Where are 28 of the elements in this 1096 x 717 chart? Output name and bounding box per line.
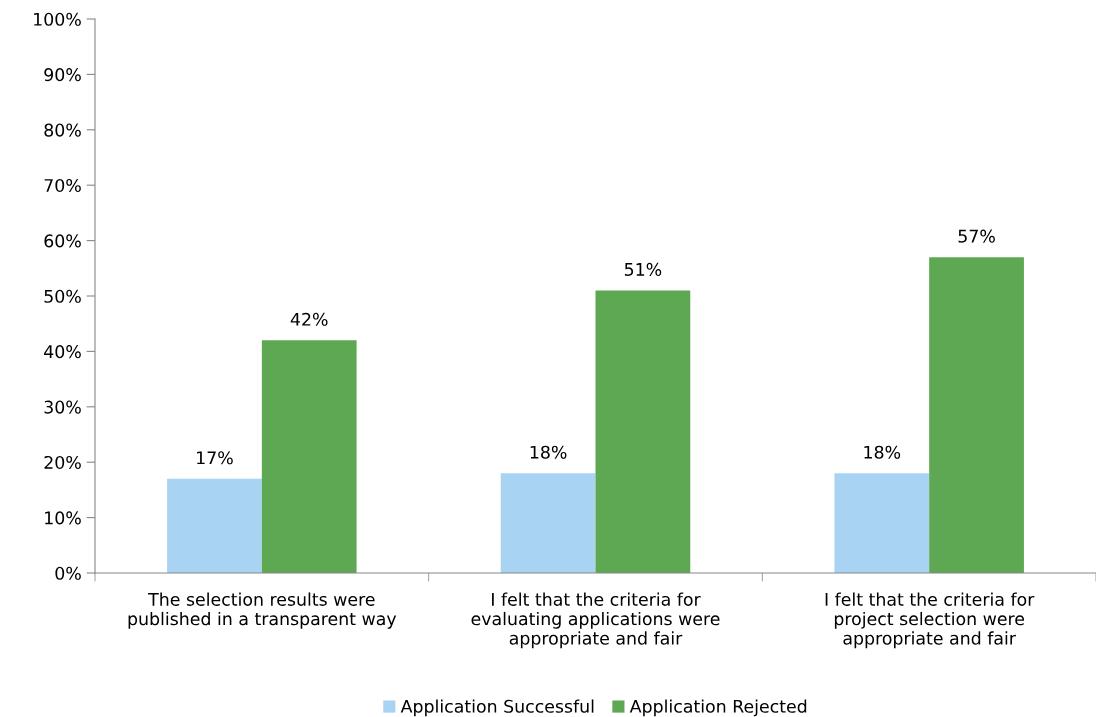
data-label: 42% (290, 312, 328, 326)
bar (595, 290, 691, 573)
y-tick-label: 100% (34, 12, 81, 26)
data-label: 51% (624, 262, 662, 276)
y-tick-label: 80% (44, 123, 81, 137)
y-tick-label: 60% (44, 234, 81, 248)
data-label: 18% (864, 445, 901, 459)
y-tick-label: 0% (55, 566, 81, 580)
y-tick-label: 10% (45, 511, 81, 525)
y-tick-label: 20% (44, 455, 81, 470)
bar (834, 473, 930, 573)
legend-label: Application Rejected (629, 699, 807, 717)
x-tick-label: I felt that the criteria for evaluating applications were appropriate and fair (471, 592, 720, 649)
data-label: 17% (197, 451, 233, 465)
bar (929, 257, 1024, 573)
data-label: 18% (530, 445, 567, 459)
y-tick-label: 50% (44, 289, 81, 303)
x-tick-label: I felt that the criteria for project selection were appropriate and fair (825, 592, 1035, 649)
x-tick-label: The selection results were published in a transparent way (128, 592, 397, 629)
legend-label: Application Successful (400, 699, 594, 717)
y-tick-label: 30% (44, 400, 81, 414)
data-label: 57% (958, 229, 995, 243)
bar (261, 340, 357, 573)
bar (167, 478, 262, 573)
y-tick-label: 70% (44, 178, 81, 193)
bar (500, 473, 596, 573)
y-tick-label: 90% (44, 68, 81, 82)
y-tick-label: 40% (44, 345, 81, 359)
